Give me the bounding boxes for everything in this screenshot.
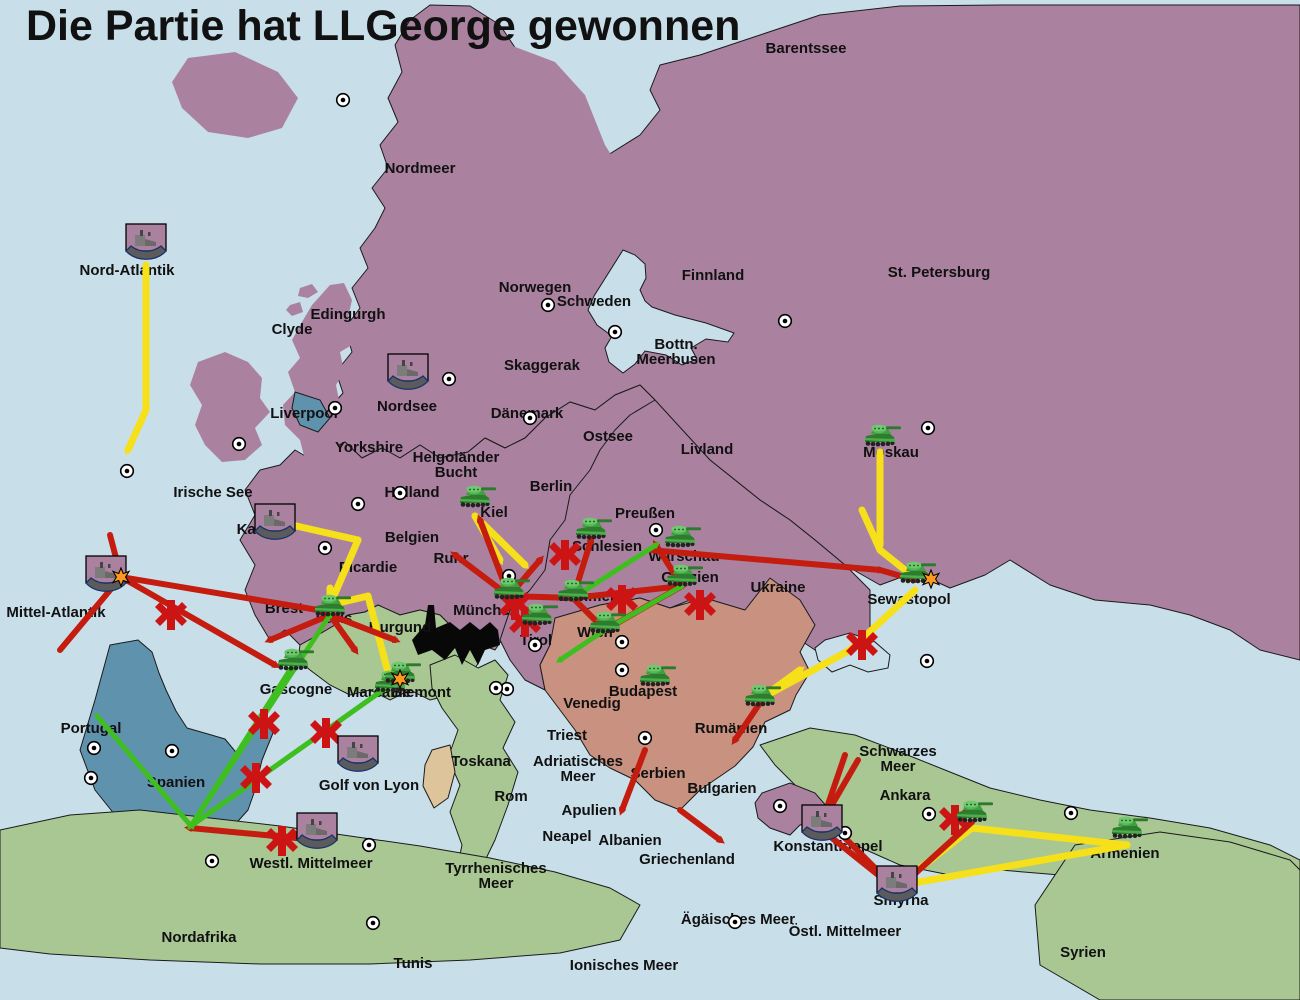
svg-text:Tunis: Tunis [394, 955, 433, 972]
svg-text:Ukraine: Ukraine [750, 579, 805, 596]
svg-text:Toskana: Toskana [451, 753, 511, 770]
svg-text:Westl. Mittelmeer: Westl. Mittelmeer [249, 855, 372, 872]
svg-text:Meerbusen: Meerbusen [636, 351, 715, 368]
svg-text:Östl. Mittelmeer: Östl. Mittelmeer [789, 923, 902, 940]
svg-text:Triest: Triest [547, 727, 587, 744]
svg-text:St. Petersburg: St. Petersburg [888, 264, 991, 281]
svg-text:Neapel: Neapel [542, 828, 591, 845]
svg-text:Nordmeer: Nordmeer [385, 160, 456, 177]
svg-text:Griechenland: Griechenland [639, 851, 735, 868]
svg-text:Meer: Meer [478, 875, 513, 892]
svg-text:Albanien: Albanien [598, 832, 661, 849]
svg-text:Schlesien: Schlesien [572, 538, 642, 555]
svg-text:Belgien: Belgien [385, 529, 439, 546]
svg-text:Konstantinopel: Konstantinopel [773, 838, 882, 855]
svg-text:Irische See: Irische See [173, 484, 252, 501]
svg-text:Ionisches Meer: Ionisches Meer [570, 957, 679, 974]
svg-text:Rumänien: Rumänien [695, 720, 768, 737]
svg-text:Edingurgh: Edingurgh [311, 306, 386, 323]
svg-text:Skaggerak: Skaggerak [504, 357, 581, 374]
svg-text:Bucht: Bucht [435, 464, 478, 481]
svg-text:Nordsee: Nordsee [377, 398, 437, 415]
svg-text:Kiel: Kiel [480, 504, 508, 521]
svg-text:Rom: Rom [494, 788, 527, 805]
svg-text:Schweden: Schweden [557, 293, 631, 310]
svg-text:Moskau: Moskau [863, 444, 919, 461]
svg-text:Meer: Meer [560, 768, 595, 785]
svg-text:Apulien: Apulien [562, 802, 617, 819]
svg-text:Holland: Holland [385, 484, 440, 501]
svg-text:Finnland: Finnland [682, 267, 745, 284]
svg-text:Ostsee: Ostsee [583, 428, 633, 445]
svg-text:Barentssee: Barentssee [766, 40, 847, 57]
svg-text:Nord-Atlantik: Nord-Atlantik [80, 262, 176, 279]
svg-text:Nordafrika: Nordafrika [161, 929, 237, 946]
svg-text:Gascogne: Gascogne [260, 681, 333, 698]
svg-text:Livland: Livland [681, 441, 734, 458]
svg-text:Bulgarien: Bulgarien [687, 780, 756, 797]
svg-text:Golf von Lyon: Golf von Lyon [319, 777, 419, 794]
svg-text:Preußen: Preußen [615, 505, 675, 522]
svg-text:Meer: Meer [880, 758, 915, 775]
svg-text:Ankara: Ankara [880, 787, 932, 804]
svg-text:Clyde: Clyde [272, 321, 313, 338]
svg-text:Liverpool: Liverpool [270, 405, 338, 422]
svg-text:Berlin: Berlin [530, 478, 573, 495]
svg-text:Yorkshire: Yorkshire [335, 439, 403, 456]
svg-text:Syrien: Syrien [1060, 944, 1106, 961]
